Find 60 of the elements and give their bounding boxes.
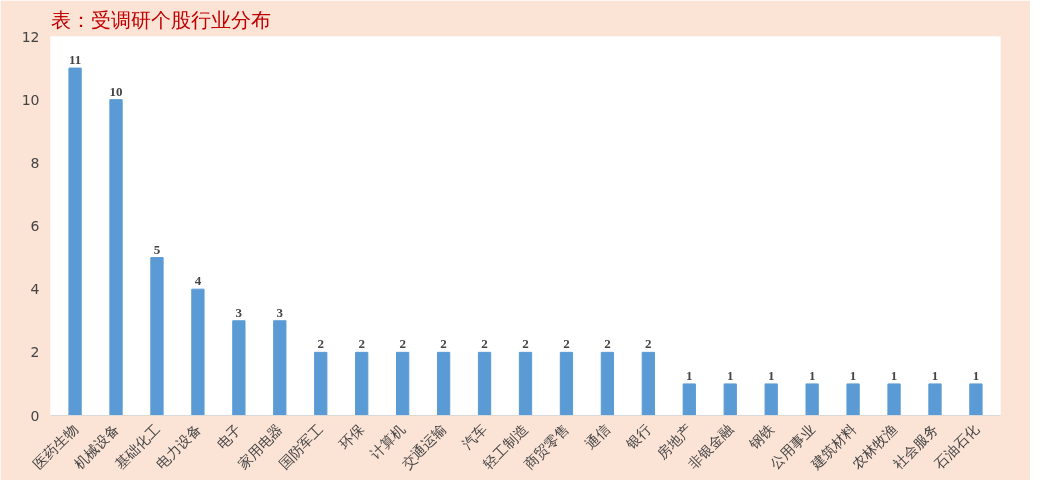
data-label: 1 xyxy=(849,367,857,383)
bar xyxy=(641,351,655,416)
bar xyxy=(436,351,451,416)
bar xyxy=(396,351,410,416)
bar xyxy=(764,383,778,416)
data-label: 10 xyxy=(109,83,123,99)
x-tick-label: 银行 xyxy=(622,420,654,453)
bar xyxy=(887,383,901,416)
y-tick-label: 8 xyxy=(30,154,40,171)
bar xyxy=(191,288,205,416)
data-label: 1 xyxy=(726,367,734,383)
data-label: 1 xyxy=(767,367,775,383)
bar xyxy=(928,383,942,416)
data-label: 2 xyxy=(440,336,447,352)
bar xyxy=(805,383,819,416)
data-label: 11 xyxy=(68,52,82,68)
bar xyxy=(150,257,164,416)
data-label: 2 xyxy=(481,336,488,352)
bar xyxy=(846,383,860,416)
data-label: 3 xyxy=(276,304,284,320)
data-label: 1 xyxy=(972,367,980,383)
x-tick-label: 钢铁 xyxy=(745,420,777,453)
bar xyxy=(314,351,328,416)
data-label: 3 xyxy=(235,304,243,320)
y-tick-label: 0 xyxy=(30,407,40,424)
bar xyxy=(232,320,246,416)
data-label: 4 xyxy=(194,273,202,289)
y-tick-label: 4 xyxy=(30,281,40,298)
x-tick-label: 汽车 xyxy=(459,420,491,452)
data-label: 1 xyxy=(808,367,816,383)
data-label: 2 xyxy=(317,336,325,352)
y-tick-label: 6 xyxy=(30,218,40,234)
bar xyxy=(969,383,983,416)
bar xyxy=(273,320,287,416)
data-label: 1 xyxy=(686,367,693,383)
data-label: 1 xyxy=(931,367,939,383)
data-label: 2 xyxy=(604,336,611,352)
y-tick-label: 12 xyxy=(21,28,40,45)
data-label: 1 xyxy=(890,367,898,383)
chart-title: 表：受调研个股行业分布 xyxy=(50,7,271,32)
x-tick-label: 环保 xyxy=(336,420,368,452)
bar xyxy=(68,67,82,416)
bar xyxy=(109,99,123,416)
data-label: 2 xyxy=(522,336,529,352)
data-label: 2 xyxy=(399,336,406,352)
x-tick-label: 电子 xyxy=(213,420,245,452)
bar xyxy=(723,383,737,416)
bar xyxy=(518,351,533,416)
bar xyxy=(600,351,615,416)
x-tick-label: 通信 xyxy=(581,420,614,452)
data-label: 2 xyxy=(358,336,365,352)
data-label: 5 xyxy=(153,241,161,257)
y-tick-label: 2 xyxy=(30,344,40,361)
data-label: 2 xyxy=(645,336,652,352)
data-label: 2 xyxy=(563,336,570,352)
bar xyxy=(559,351,574,416)
y-tick-label: 10 xyxy=(21,91,40,108)
bar xyxy=(682,383,696,416)
bar xyxy=(355,351,369,416)
bar xyxy=(477,351,492,416)
